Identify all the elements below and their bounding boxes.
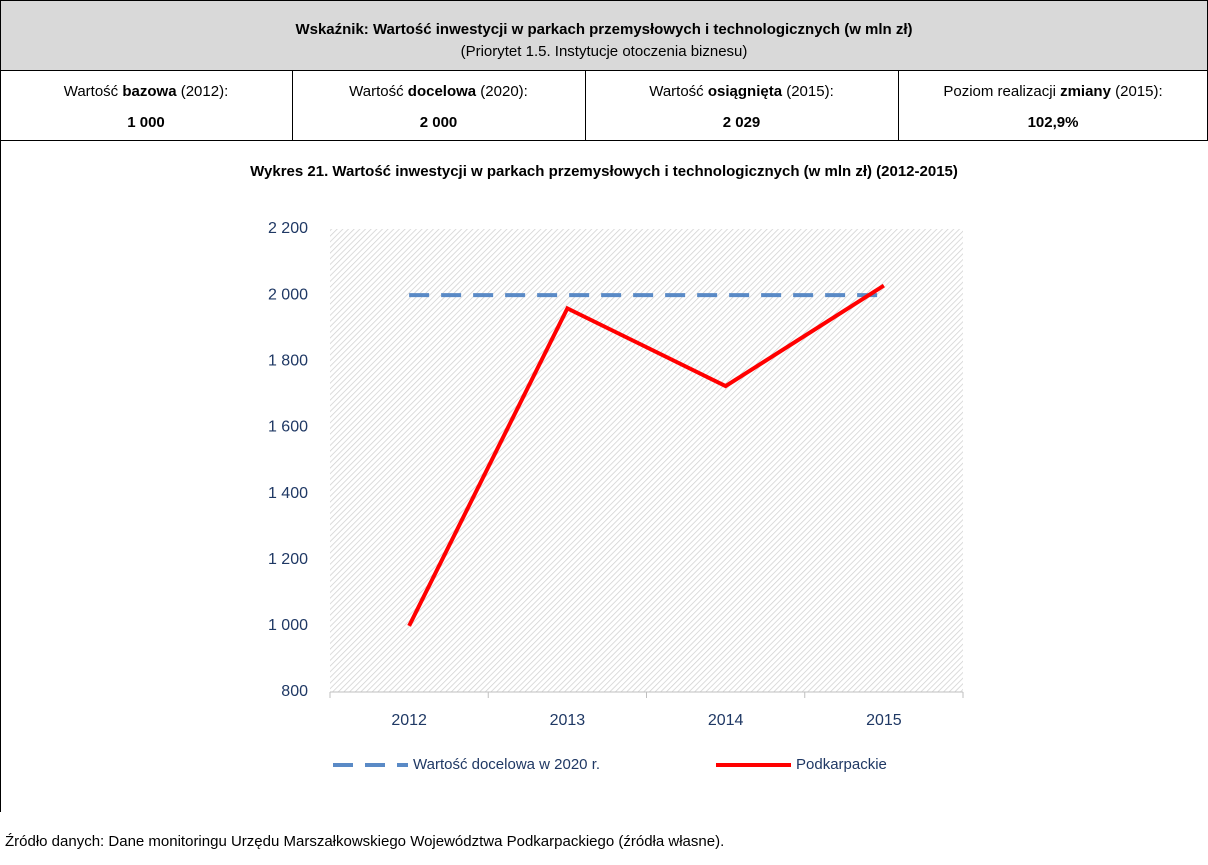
header-bg	[0, 0, 1208, 71]
label-part: Wartość	[64, 83, 123, 100]
y-tick-label: 2 200	[268, 220, 308, 237]
cell-value: 1 000	[127, 114, 165, 131]
cell-value: 102,9%	[1028, 114, 1079, 131]
cells-bg	[0, 70, 1208, 141]
legend-label: Podkarpackie	[796, 756, 887, 773]
x-tick-label: 2014	[708, 712, 744, 729]
x-tick-label: 2012	[391, 712, 427, 729]
source: Źródło danych: Dane monitoringu Urzędu M…	[5, 833, 724, 850]
header-subtitle: (Priorytet 1.5. Instytucje otoczenia biz…	[461, 43, 748, 60]
header-title: Wskaźnik: Wartość inwestycji w parkach p…	[295, 21, 912, 38]
cell-label: Poziom realizacji zmiany (2015):	[943, 83, 1162, 100]
chart-title: Wykres 21. Wartość inwestycji w parkach …	[250, 163, 958, 180]
cell-label: Wartość osiągnięta (2015):	[649, 83, 834, 100]
label-part: bazowa	[122, 83, 177, 100]
label-part: (2015):	[782, 83, 834, 100]
label-part: zmiany	[1060, 83, 1112, 100]
label-part: docelowa	[408, 83, 477, 100]
legend-label: Wartość docelowa w 2020 r.	[413, 756, 600, 773]
y-tick-label: 1 800	[268, 353, 308, 370]
series-line	[407, 283, 885, 627]
plot-area	[330, 229, 963, 692]
label-part: Wartość	[649, 83, 708, 100]
y-tick-label: 1 600	[268, 419, 308, 436]
label-part: osiągnięta	[708, 83, 783, 100]
label-part: (2012):	[177, 83, 229, 100]
y-tick-label: 1 400	[268, 485, 308, 502]
label-part: (2015):	[1111, 83, 1163, 100]
x-tick-label: 2013	[550, 712, 586, 729]
label-part: (2020):	[476, 83, 528, 100]
label-part: Wartość	[349, 83, 408, 100]
y-tick-label: 1 000	[268, 617, 308, 634]
y-tick-label: 800	[281, 683, 308, 700]
cell-value: 2 029	[723, 114, 761, 131]
cell-label: Wartość docelowa (2020):	[349, 83, 528, 100]
label-part: Poziom realizacji	[943, 83, 1060, 100]
cell-label: Wartość bazowa (2012):	[64, 83, 229, 100]
x-tick-label: 2015	[866, 712, 902, 729]
cell-value: 2 000	[420, 114, 458, 131]
y-tick-label: 1 200	[268, 551, 308, 568]
y-tick-label: 2 000	[268, 286, 308, 303]
